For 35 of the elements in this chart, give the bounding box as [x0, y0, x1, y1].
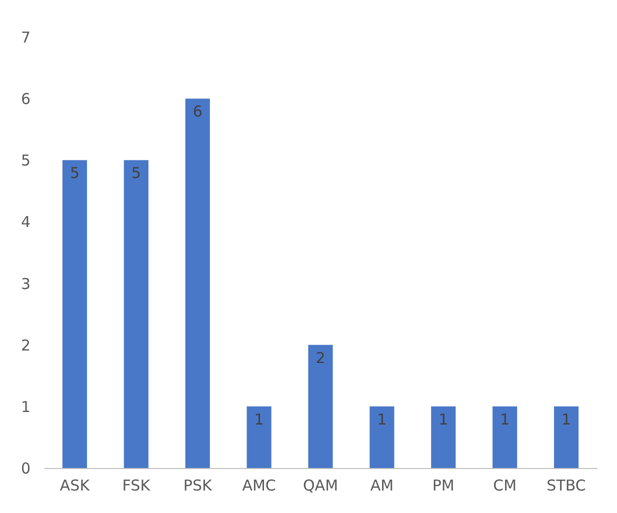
- x-tick-label: CM: [493, 476, 517, 494]
- y-tick-label: 7: [20, 28, 30, 46]
- data-label: 1: [500, 410, 510, 428]
- data-label: 1: [377, 410, 387, 428]
- x-tick-label: PM: [432, 476, 454, 494]
- y-tick-label: 3: [20, 274, 30, 293]
- y-tick-label: 1: [20, 398, 30, 416]
- y-tick-label: 5: [20, 152, 30, 170]
- data-label: 2: [316, 348, 326, 367]
- x-tick-label: STBC: [546, 476, 586, 494]
- data-label: 1: [254, 410, 264, 428]
- x-tick-label: PSK: [183, 476, 213, 494]
- data-label: 5: [131, 164, 141, 182]
- y-tick-label: 6: [20, 90, 30, 108]
- bar: [370, 406, 394, 468]
- x-tick-label: ASK: [60, 476, 91, 494]
- bar: [185, 98, 210, 468]
- data-label: 6: [192, 102, 202, 121]
- data-label: 1: [562, 410, 572, 428]
- x-tick-label: AM: [370, 476, 394, 494]
- bar: [246, 406, 272, 468]
- data-label: 5: [70, 164, 80, 182]
- bar: [62, 160, 88, 468]
- bar: [492, 406, 518, 468]
- bar: [124, 160, 148, 468]
- y-tick-label: 0: [20, 460, 30, 478]
- bar: [554, 406, 579, 468]
- bar: [431, 406, 456, 468]
- bar: [308, 344, 333, 468]
- x-tick-label: AMC: [242, 476, 276, 494]
- y-tick-label: 2: [20, 336, 30, 354]
- x-tick-label: QAM: [302, 476, 338, 494]
- data-label: 1: [438, 410, 448, 428]
- y-tick-label: 4: [20, 213, 30, 232]
- x-tick-label: FSK: [122, 476, 152, 494]
